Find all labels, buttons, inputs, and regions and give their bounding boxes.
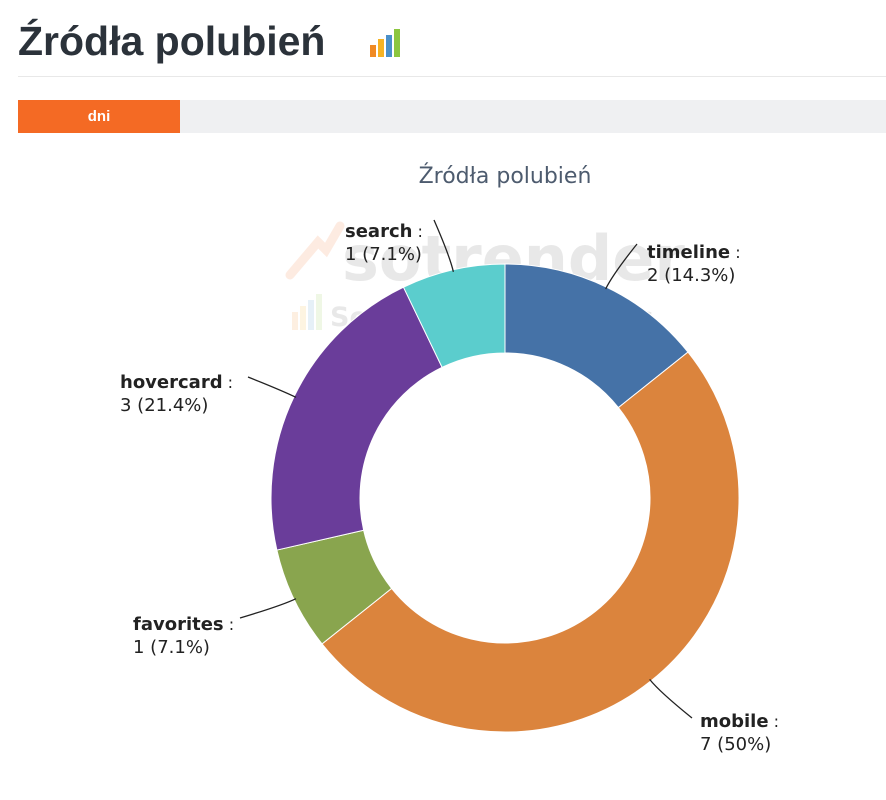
connector-hovercard bbox=[247, 376, 297, 398]
label-favorites: favorites :1 (7.1%) bbox=[133, 614, 234, 658]
label-name-timeline: timeline bbox=[647, 242, 730, 263]
label-value-search: 1 (7.1%) bbox=[345, 244, 422, 265]
bar-chart-icon bbox=[370, 29, 400, 57]
label-name-search: search bbox=[345, 221, 412, 242]
label-name-favorites: favorites bbox=[133, 614, 224, 635]
tab-bar: dni bbox=[18, 100, 886, 133]
donut-chart: sotrender Social Media Insights Źródła p… bbox=[0, 140, 886, 795]
page-title: Źródła polubień bbox=[18, 18, 326, 64]
slice-mobile[interactable] bbox=[321, 351, 740, 733]
label-timeline: timeline :2 (14.3%) bbox=[647, 242, 741, 286]
label-value-timeline: 2 (14.3%) bbox=[647, 265, 735, 286]
tab-dni[interactable]: dni bbox=[18, 100, 180, 133]
label-value-hovercard: 3 (21.4%) bbox=[120, 395, 208, 416]
page-header: Źródła polubień bbox=[18, 12, 886, 77]
label-name-hovercard: hovercard bbox=[120, 372, 223, 393]
slice-hovercard[interactable] bbox=[270, 286, 443, 551]
connector-favorites bbox=[239, 598, 297, 619]
label-hovercard: hovercard :3 (21.4%) bbox=[120, 372, 233, 416]
label-value-mobile: 7 (50%) bbox=[700, 734, 771, 755]
connector-timeline bbox=[605, 243, 638, 290]
chart-svg: sotrender Social Media Insights Źródła p… bbox=[120, 163, 779, 755]
label-name-mobile: mobile bbox=[700, 711, 769, 732]
label-search: search :1 (7.1%) bbox=[345, 221, 423, 265]
slice-search[interactable] bbox=[402, 263, 506, 369]
label-value-favorites: 1 (7.1%) bbox=[133, 637, 210, 658]
connector-search bbox=[433, 219, 455, 272]
connector-mobile bbox=[649, 678, 693, 719]
label-mobile: mobile :7 (50%) bbox=[700, 711, 779, 755]
chart-title: Źródła polubień bbox=[419, 163, 592, 189]
